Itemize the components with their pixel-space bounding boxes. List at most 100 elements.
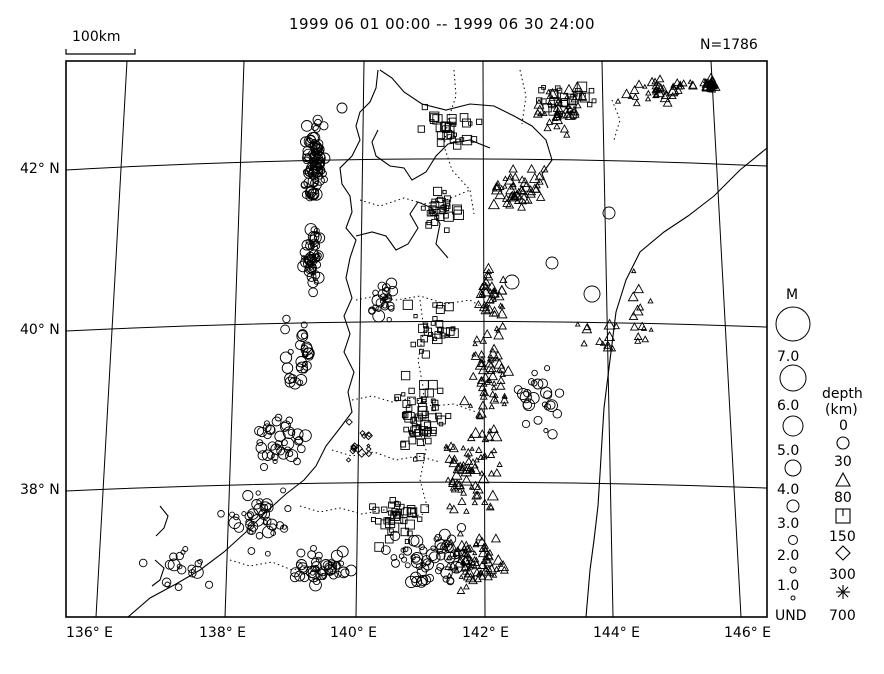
event-symbol (350, 443, 358, 451)
event-symbol (472, 335, 481, 343)
event-symbol (435, 567, 443, 575)
depth-legend-unit: (km) (825, 402, 858, 418)
event-symbol (436, 139, 445, 147)
event-symbol (471, 351, 477, 357)
event-symbol (527, 391, 540, 405)
event-symbol (478, 355, 486, 363)
depth-symbol-asterisk (836, 585, 850, 599)
event-symbol (488, 423, 499, 433)
event-symbol (167, 558, 181, 572)
event-symbol (420, 504, 430, 513)
event-symbol (303, 253, 316, 266)
longitude-lines (95, 61, 742, 617)
mag-symbol-2 (788, 535, 798, 545)
event-symbol (420, 420, 431, 431)
event-symbol (246, 525, 257, 536)
event-symbol (463, 507, 470, 514)
mag-label-1: 1.0 (777, 578, 799, 594)
event-symbol (504, 174, 516, 185)
event-symbol (468, 466, 476, 473)
event-symbol (268, 523, 277, 532)
event-symbol (304, 254, 318, 267)
event-symbol (642, 83, 648, 89)
event-symbol (444, 302, 454, 312)
event-symbol (483, 431, 495, 441)
event-symbol (345, 564, 358, 577)
event-symbol (296, 361, 308, 374)
lat-label-40: 40° N (20, 322, 60, 338)
event-symbol (558, 110, 569, 119)
event-symbol (197, 558, 203, 565)
event-symbol (518, 192, 531, 204)
event-symbol (670, 82, 677, 88)
event-symbol (372, 304, 379, 312)
event-symbol (437, 327, 443, 333)
event-symbol (403, 426, 409, 433)
event-symbol (401, 412, 407, 418)
event-symbol (388, 501, 395, 509)
event-symbol (442, 575, 450, 583)
event-symbol (633, 332, 643, 340)
event-symbol (489, 343, 499, 353)
event-symbol (521, 419, 531, 429)
event-symbol (309, 578, 322, 592)
event-symbol (548, 106, 558, 116)
event-symbol (478, 470, 485, 476)
event-symbol (398, 553, 405, 559)
event-symbol (270, 453, 279, 462)
event-symbol (441, 540, 453, 551)
event-symbol (477, 359, 487, 367)
event-symbol (461, 555, 472, 565)
event-symbol (312, 142, 320, 150)
event-symbol (436, 550, 446, 561)
event-symbol (421, 103, 428, 111)
event-symbol (490, 533, 501, 543)
event-symbol (554, 85, 561, 92)
event-symbol (501, 193, 511, 202)
event-symbol (436, 415, 446, 425)
event-symbol (461, 568, 469, 575)
event-symbol (469, 426, 482, 438)
event-symbol (419, 546, 428, 555)
event-symbol (416, 398, 423, 404)
event-symbol (547, 103, 553, 108)
event-symbol (636, 303, 645, 311)
event-symbol (285, 416, 294, 425)
event-symbol (453, 566, 460, 573)
event-symbol (535, 177, 544, 185)
mag-symbol-und (790, 595, 796, 601)
event-symbol (408, 387, 415, 395)
event-symbol (417, 125, 425, 133)
event-symbol (468, 371, 478, 380)
event-symbol (435, 305, 445, 314)
event-symbol (525, 185, 537, 196)
event-symbol (449, 456, 458, 464)
event-symbol (485, 565, 493, 572)
event-symbol (295, 356, 307, 368)
event-symbol (535, 192, 546, 201)
event-symbol (702, 78, 709, 83)
event-symbol (492, 392, 499, 398)
scale-bar-label: 100km (72, 29, 121, 45)
event-symbol (426, 220, 432, 226)
event-symbol (539, 164, 549, 173)
event-symbol (315, 551, 323, 560)
event-symbol (310, 188, 323, 201)
event-symbol (472, 483, 484, 494)
event-symbol (549, 89, 559, 98)
event-symbol (515, 187, 523, 194)
event-symbol (651, 77, 659, 85)
event-symbol (482, 329, 493, 338)
event-symbol (307, 550, 316, 559)
event-symbol (487, 469, 496, 477)
event-symbol (506, 190, 519, 202)
event-symbol (481, 452, 488, 458)
event-symbol (312, 564, 320, 571)
event-symbol (421, 564, 430, 573)
event-symbol (477, 547, 489, 558)
event-symbol (372, 309, 386, 323)
mag-symbol-6 (779, 364, 807, 392)
event-symbol (487, 287, 494, 294)
event-symbol (641, 335, 650, 343)
event-symbol (522, 400, 533, 410)
